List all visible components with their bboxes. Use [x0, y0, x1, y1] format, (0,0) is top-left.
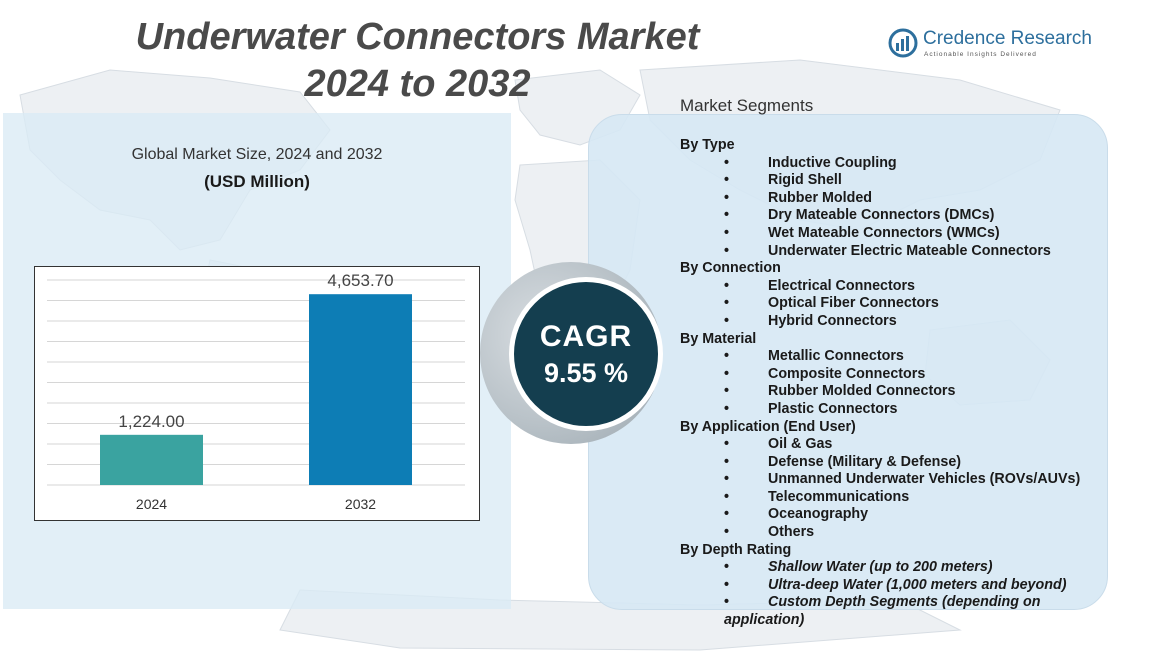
bullet-icon: •: [724, 576, 730, 593]
segment-item: • Composite Connectors: [680, 366, 1110, 384]
bullet-icon: •: [724, 559, 730, 576]
segment-item-label: Others: [768, 524, 815, 541]
segment-item-label: Rubber Molded: [768, 189, 873, 206]
bullet-icon: •: [724, 488, 730, 505]
segment-item-label: Plastic Connectors: [768, 400, 898, 417]
segments-heading: Market Segments: [680, 96, 814, 115]
segment-item-label: Rigid Shell: [768, 172, 842, 189]
bullet-icon: •: [724, 436, 730, 453]
bullet-icon: •: [724, 594, 730, 611]
segment-item: • Defense (Military & Defense): [680, 454, 1110, 472]
segment-item-label: Hybrid Connectors: [768, 312, 897, 329]
segment-item: • Optical Fiber Connectors: [680, 295, 1110, 313]
segment-item-label: Defense (Military & Defense): [768, 453, 962, 470]
segment-item: • Dry Mateable Connectors (DMCs): [680, 207, 1110, 225]
segment-item: • Electrical Connectors: [680, 278, 1110, 296]
segment-item-label: Metallic Connectors: [768, 348, 904, 365]
bullet-icon: •: [724, 348, 730, 365]
segment-item: • Ultra-deep Water (1,000 meters and beyo…: [680, 577, 1110, 595]
title-line-2: 2024 to 2032: [304, 63, 531, 105]
segment-item-label: Wet Mateable Connectors (WMCs): [768, 224, 1000, 241]
bullet-icon: •: [724, 295, 730, 312]
segment-item: • Unmanned Underwater Vehicles (ROVs/AUVs…: [680, 471, 1110, 489]
brand-logo-block: Credence Research Actionable Insights De…: [888, 26, 1098, 66]
bullet-icon: •: [724, 524, 730, 541]
bullet-icon: •: [724, 277, 730, 294]
chart-title: Global Market Size, 2024 and 2032: [131, 146, 383, 163]
segment-item: • Wet Mateable Connectors (WMCs): [680, 225, 1110, 243]
bullet-icon: •: [724, 224, 730, 241]
x-tick-label-2024: 2024: [136, 496, 167, 512]
segment-item: • Plastic Connectors: [680, 401, 1110, 419]
brand-name: Credence Research: [923, 28, 1092, 49]
bullet-icon: •: [724, 453, 730, 470]
segment-item-label: Shallow Water (up to 200 meters): [768, 559, 993, 576]
segment-item: • Custom Depth Segments (depending on app…: [680, 594, 1110, 629]
brand-tagline: Actionable Insights Delivered: [924, 51, 1037, 58]
credence-logo-icon: [888, 28, 918, 58]
bullet-icon: •: [724, 312, 730, 329]
x-tick-label-2032: 2032: [345, 496, 376, 512]
bullet-icon: •: [724, 506, 730, 523]
segment-category: By Depth Rating: [680, 541, 792, 558]
segment-item-label: Inductive Coupling: [768, 154, 897, 171]
bullet-icon: •: [724, 383, 730, 400]
segment-item: • Rubber Molded Connectors: [680, 383, 1110, 401]
segment-item: • Others: [680, 524, 1110, 542]
segment-item-label: Custom Depth Segments (depending on appl…: [724, 594, 1041, 629]
bullet-icon: •: [724, 207, 730, 224]
segment-item-label: Oil & Gas: [768, 436, 833, 453]
cagr-label: CAGR: [539, 320, 633, 353]
segment-item-label: Dry Mateable Connectors (DMCs): [768, 207, 995, 224]
segment-item-label: Composite Connectors: [768, 365, 926, 382]
bullet-icon: •: [724, 400, 730, 417]
segment-item-label: Ultra-deep Water (1,000 meters and beyon…: [768, 576, 1067, 593]
segment-item: • Rigid Shell: [680, 172, 1110, 190]
segment-item: • Oceanography: [680, 506, 1110, 524]
segment-item: • Shallow Water (up to 200 meters): [680, 559, 1110, 577]
segment-item-label: Optical Fiber Connectors: [768, 295, 939, 312]
segment-category: By Connection: [680, 260, 781, 277]
data-label-2024: 1,224.00: [118, 412, 184, 431]
bar-chart-frame: 1,224.00 2024 4,653.70 2032: [34, 266, 480, 521]
segment-item-label: Telecommunications: [768, 488, 910, 505]
segment-item: • Hybrid Connectors: [680, 313, 1110, 331]
segment-item: • Telecommunications: [680, 489, 1110, 507]
segment-item-label: Unmanned Underwater Vehicles (ROVs/AUVs): [768, 471, 1081, 488]
bullet-icon: •: [724, 242, 730, 259]
bar-2032: [309, 294, 412, 485]
segment-category: By Material: [680, 330, 757, 347]
segment-item: • Rubber Molded: [680, 190, 1110, 208]
segment-item: • Inductive Coupling: [680, 155, 1110, 173]
segment-item-label: Rubber Molded Connectors: [768, 383, 956, 400]
segment-item-label: Underwater Electric Mateable Connectors: [768, 242, 1051, 259]
market-segments-panel: [588, 114, 1108, 610]
page-title: Underwater Connectors Market 2024 to 203…: [90, 14, 745, 108]
segments-list: By Type • Inductive Coupling • Rigid Shell • R…: [680, 137, 1110, 630]
title-line-1: Underwater Connectors Market: [135, 16, 700, 58]
data-label-2032: 4,653.70: [327, 271, 393, 290]
segment-item: • Underwater Electric Mateable Connectors: [680, 243, 1110, 261]
bar-2024: [100, 434, 203, 485]
bullet-icon: •: [724, 154, 730, 171]
bullet-icon: •: [724, 471, 730, 488]
bullet-icon: •: [724, 365, 730, 382]
chart-unit-label: (USD Million): [204, 172, 310, 191]
segment-category: By Application (End User): [680, 418, 856, 435]
bullet-icon: •: [724, 189, 730, 206]
segment-item: • Oil & Gas: [680, 436, 1110, 454]
segment-item-label: Oceanography: [768, 506, 869, 523]
bar-chart: 1,224.00 2024 4,653.70 2032: [47, 271, 465, 512]
cagr-value: 9.55 %: [543, 358, 629, 388]
segment-category: By Type: [680, 137, 735, 153]
segment-item: • Metallic Connectors: [680, 348, 1110, 366]
cagr-badge: CAGR 9.55 %: [509, 277, 663, 431]
segment-item-label: Electrical Connectors: [768, 277, 915, 294]
bullet-icon: •: [724, 172, 730, 189]
